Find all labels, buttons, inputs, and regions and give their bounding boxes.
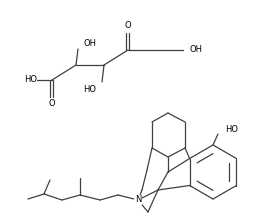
Text: O: O: [125, 21, 131, 31]
Text: OH: OH: [190, 45, 203, 54]
Text: O: O: [49, 99, 55, 109]
Text: OH: OH: [84, 39, 97, 47]
Text: HO: HO: [24, 76, 37, 85]
Text: HO: HO: [225, 124, 238, 134]
Text: HO: HO: [83, 85, 96, 93]
Text: N: N: [135, 196, 141, 204]
